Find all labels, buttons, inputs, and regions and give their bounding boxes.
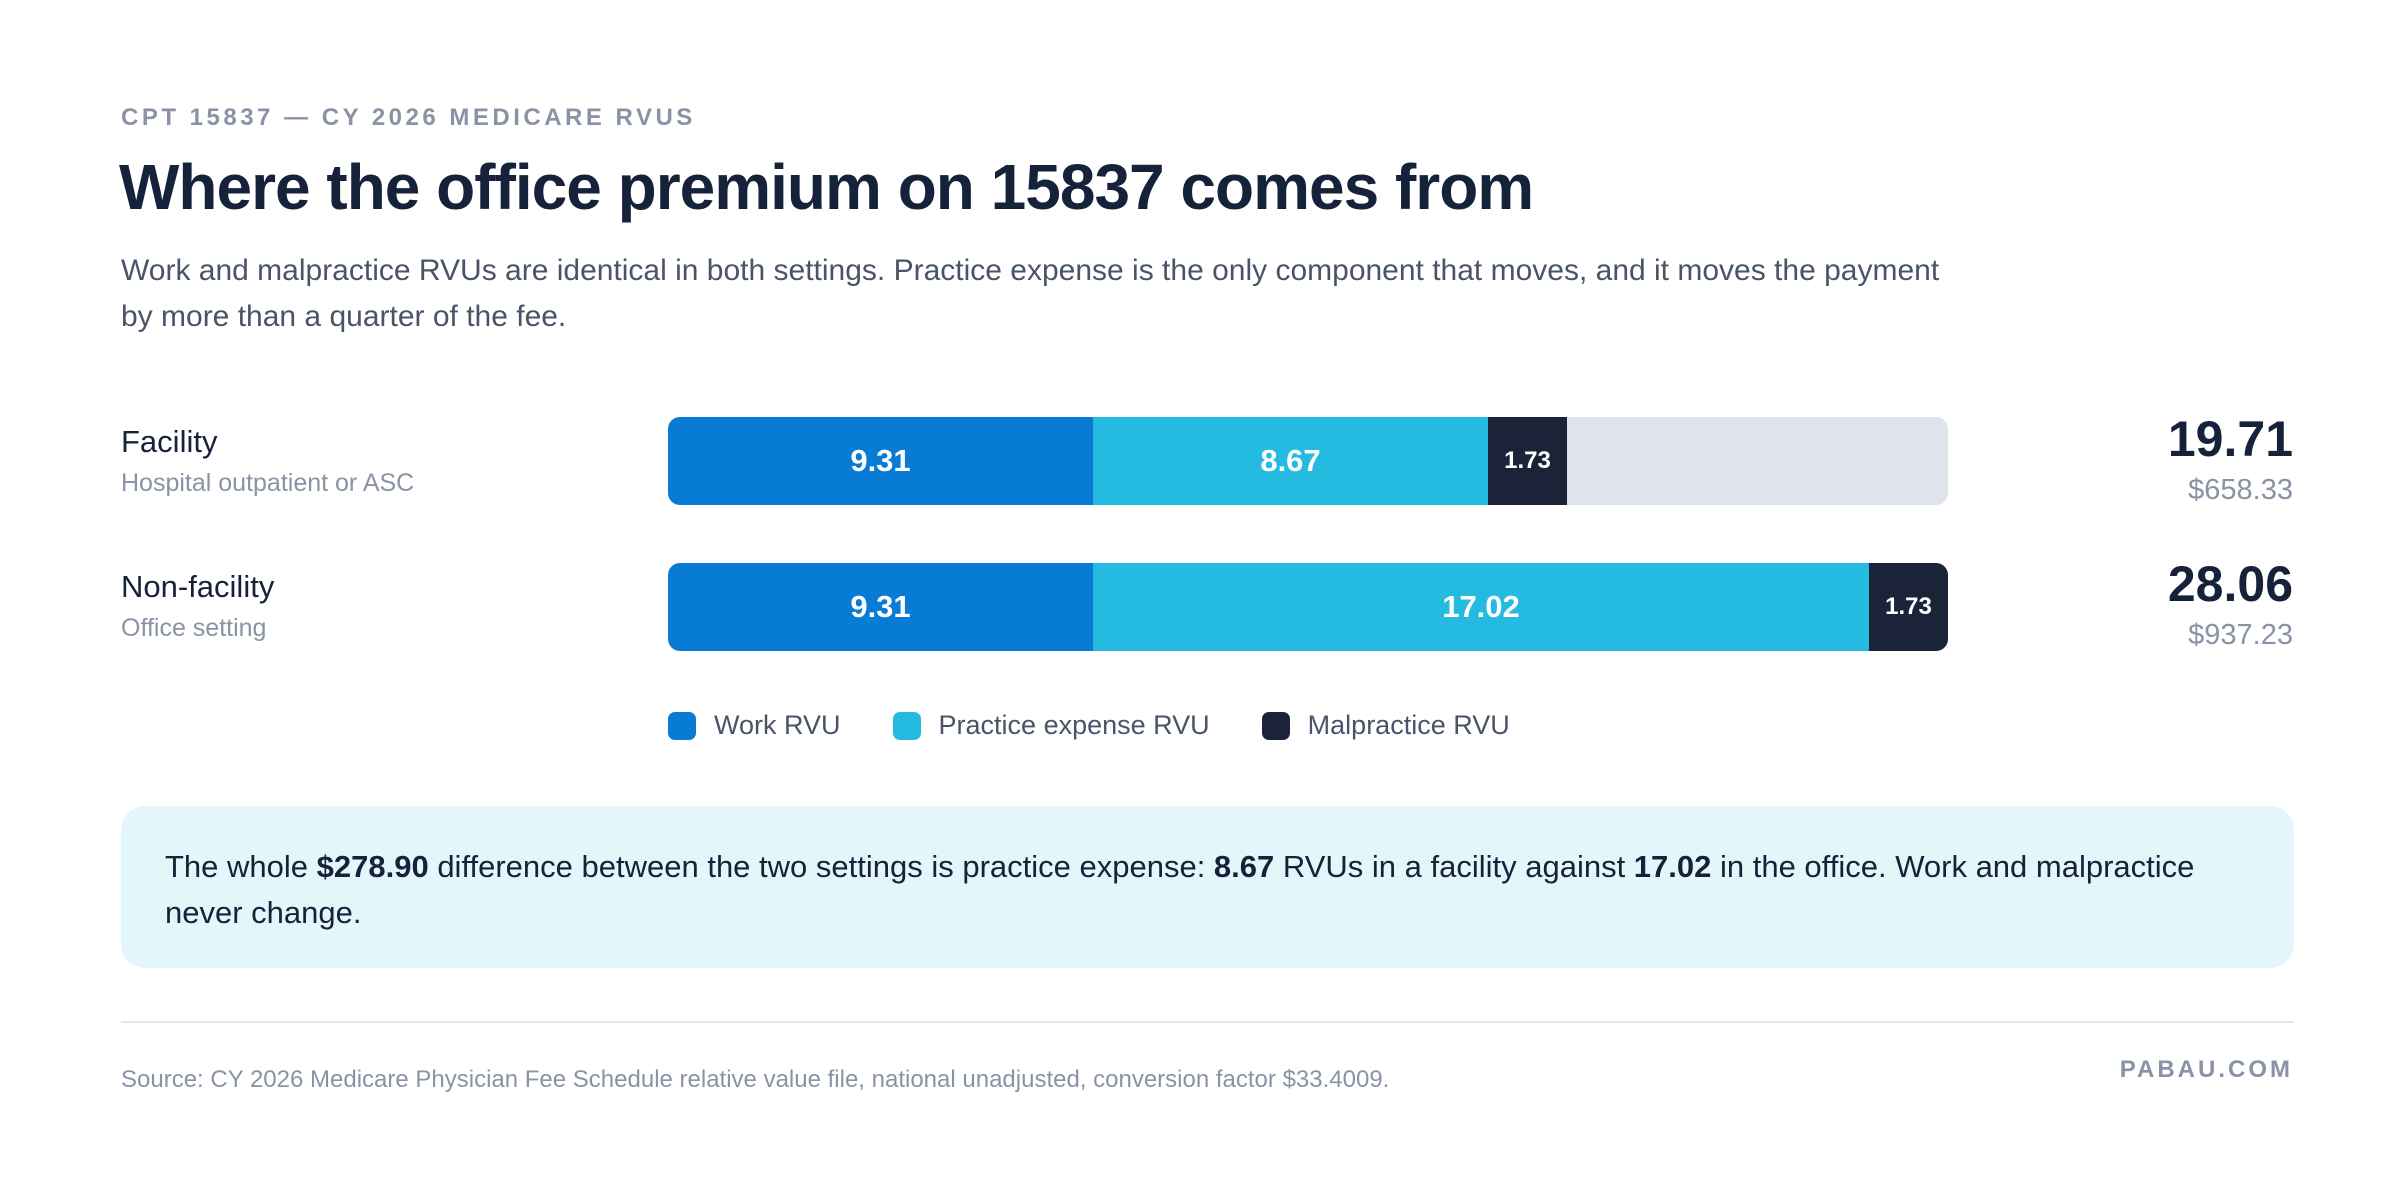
bar-segment-malpractice: 1.73 <box>1488 417 1567 505</box>
chart-eyebrow: CPT 15837 — CY 2026 MEDICARE RVUS <box>121 104 696 131</box>
bar-track-non-facility: 9.31 17.02 1.73 <box>668 563 1948 651</box>
callout-facility-pe: 8.67 <box>1213 849 1275 884</box>
total-payment: $937.23 <box>2188 619 2293 651</box>
chart-legend: Work RVU Practice expense RVU Malpractic… <box>668 710 1562 741</box>
legend-item-work: Work RVU <box>668 710 841 741</box>
callout-text: The whole <box>165 849 317 884</box>
total-non-facility: 28.06 $937.23 <box>2168 557 2293 652</box>
callout-text: RVUs in a facility against <box>1274 849 1634 884</box>
bar-track-facility: 9.31 8.67 1.73 <box>668 417 1948 505</box>
footer-divider <box>121 1021 2294 1023</box>
total-rvu: 28.06 <box>2167 556 2293 612</box>
legend-swatch <box>1261 711 1290 740</box>
row-label-non-facility: Non-facility Office setting <box>121 568 274 643</box>
legend-item-malpractice: Malpractice RVU <box>1261 710 1510 741</box>
chart-title: Where the office premium on 15837 comes … <box>119 151 1534 223</box>
bar-segment-malpractice: 1.73 <box>1869 563 1948 651</box>
bar-segment-work: 9.31 <box>668 563 1093 651</box>
brand-logo: PABAU.COM <box>2119 1056 2293 1083</box>
callout-text: difference between the two settings is p… <box>428 849 1214 884</box>
category-label: Facility <box>121 424 218 459</box>
bar-value-label: 1.73 <box>1885 593 1932 620</box>
legend-label: Malpractice RVU <box>1307 710 1510 740</box>
callout-text: in the office. Work and malpractice neve… <box>165 849 2195 930</box>
bar-segment-practice-expense: 8.67 <box>1093 417 1488 505</box>
total-payment: $658.33 <box>2188 474 2293 506</box>
total-facility: 19.71 $658.33 <box>2168 412 2293 507</box>
bar-segment-practice-expense: 17.02 <box>1093 563 1869 651</box>
chart-subtitle: Work and malpractice RVUs are identical … <box>121 254 1940 333</box>
bar-value-label: 9.31 <box>850 589 911 624</box>
category-sublabel: Office setting <box>121 614 267 642</box>
bar-value-label: 1.73 <box>1504 447 1551 474</box>
legend-item-practice-expense: Practice expense RVU <box>892 710 1210 741</box>
insight-callout: The whole $278.90 difference between the… <box>121 806 2294 968</box>
total-rvu: 19.71 <box>2167 411 2293 467</box>
bar-value-label: 17.02 <box>1442 589 1520 624</box>
legend-label: Practice expense RVU <box>938 710 1210 740</box>
callout-office-pe: 17.02 <box>1633 849 1712 884</box>
legend-swatch <box>668 711 696 740</box>
bar-value-label: 9.31 <box>850 443 911 478</box>
legend-swatch <box>892 711 921 740</box>
bar-value-label: 8.67 <box>1260 443 1321 478</box>
legend-label: Work RVU <box>714 710 841 740</box>
category-sublabel: Hospital outpatient or ASC <box>121 469 415 497</box>
source-note: Source: CY 2026 Medicare Physician Fee S… <box>121 1066 1390 1093</box>
category-label: Non-facility <box>121 569 275 604</box>
bar-segment-work: 9.31 <box>668 417 1093 505</box>
callout-amount: $278.90 <box>316 849 429 884</box>
row-label-facility: Facility Hospital outpatient or ASC <box>121 423 414 498</box>
